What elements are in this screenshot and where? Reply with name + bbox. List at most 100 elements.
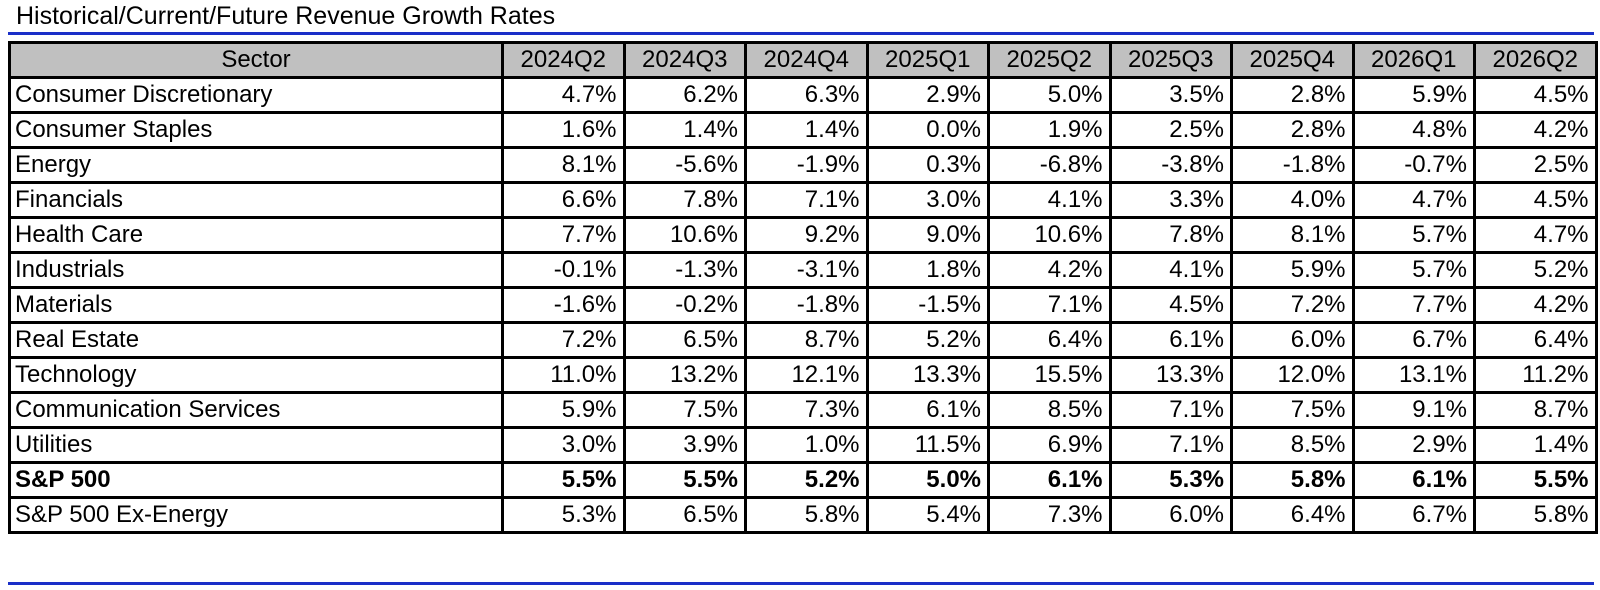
sector-cell: Industrials (8, 251, 504, 289)
table-row: Financials 6.6% 7.8% 7.1% 3.0% 4.1% 3.3% 4.0% 4.… (8, 181, 1598, 219)
value-cell: 4.2% (987, 251, 1112, 289)
revenue-growth-table: Sector 2024Q2 2024Q3 2024Q4 2025Q1 2025Q… (8, 41, 1598, 534)
value-cell: 8.7% (744, 321, 869, 359)
value-cell: 8.1% (501, 146, 626, 184)
column-header-quarter: 2025Q4 (1230, 41, 1355, 79)
value-cell: 5.0% (865, 461, 990, 499)
table-row: Communication Services 5.9% 7.5% 7.3% 6.1% 8.… (8, 391, 1598, 429)
value-cell: -3.8% (1108, 146, 1233, 184)
value-cell: 3.9% (622, 426, 747, 464)
value-cell: 5.3% (501, 496, 626, 534)
table-row: Industrials -0.1% -1.3% -3.1% 1.8% 4.2% 4.1% 5.… (8, 251, 1598, 289)
value-cell: 5.9% (1351, 76, 1476, 114)
value-cell: 9.0% (865, 216, 990, 254)
table-row: Utilities 3.0% 3.9% 1.0% 11.5% 6.9% 7.1% 8.5% 2.… (8, 426, 1598, 464)
table-row: S&P 500 5.5% 5.5% 5.2% 5.0% 6.1% 5.3% 5.8% 6.1% 5… (8, 461, 1598, 499)
value-cell: 7.2% (501, 321, 626, 359)
value-cell: 8.5% (987, 391, 1112, 429)
value-cell: 2.9% (1351, 426, 1476, 464)
value-cell: 3.3% (1108, 181, 1233, 219)
value-cell: 7.8% (1108, 216, 1233, 254)
value-cell: 6.4% (1230, 496, 1355, 534)
value-cell: 4.1% (987, 181, 1112, 219)
sector-cell: Financials (8, 181, 504, 219)
value-cell: -1.8% (744, 286, 869, 324)
sector-cell: Utilities (8, 426, 504, 464)
value-cell: -1.5% (865, 286, 990, 324)
value-cell: -1.3% (622, 251, 747, 289)
value-cell: 9.2% (744, 216, 869, 254)
header-row: Sector 2024Q2 2024Q3 2024Q4 2025Q1 2025Q… (8, 41, 1598, 79)
value-cell: 12.0% (1230, 356, 1355, 394)
sector-cell: Health Care (8, 216, 504, 254)
value-cell: 11.0% (501, 356, 626, 394)
sector-cell: S&P 500 (8, 461, 504, 499)
value-cell: 0.3% (865, 146, 990, 184)
value-cell: 7.7% (501, 216, 626, 254)
value-cell: 5.4% (865, 496, 990, 534)
sector-cell: S&P 500 Ex-Energy (8, 496, 504, 534)
value-cell: 2.8% (1230, 111, 1355, 149)
column-header-quarter: 2024Q2 (501, 41, 626, 79)
value-cell: 7.5% (622, 391, 747, 429)
value-cell: 7.1% (1108, 426, 1233, 464)
value-cell: -0.1% (501, 251, 626, 289)
value-cell: 10.6% (987, 216, 1112, 254)
value-cell: 7.1% (1108, 391, 1233, 429)
value-cell: 5.5% (1473, 461, 1598, 499)
value-cell: 1.0% (744, 426, 869, 464)
sector-cell: Consumer Discretionary (8, 76, 504, 114)
value-cell: 6.5% (622, 496, 747, 534)
value-cell: 4.2% (1473, 111, 1598, 149)
value-cell: 7.1% (987, 286, 1112, 324)
value-cell: 4.8% (1351, 111, 1476, 149)
column-header-quarter: 2026Q1 (1351, 41, 1476, 79)
value-cell: 7.3% (744, 391, 869, 429)
value-cell: 5.2% (1473, 251, 1598, 289)
column-header-quarter: 2025Q1 (865, 41, 990, 79)
value-cell: 6.7% (1351, 496, 1476, 534)
table-row: Consumer Discretionary 4.7% 6.2% 6.3% 2.9% 5.… (8, 76, 1598, 114)
value-cell: 13.3% (1108, 356, 1233, 394)
value-cell: 3.0% (865, 181, 990, 219)
value-cell: 5.9% (1230, 251, 1355, 289)
value-cell: 6.4% (987, 321, 1112, 359)
bottom-blue-rule (8, 582, 1594, 585)
value-cell: 5.3% (1108, 461, 1233, 499)
column-header-sector: Sector (8, 41, 504, 79)
value-cell: 5.8% (744, 496, 869, 534)
value-cell: 7.5% (1230, 391, 1355, 429)
value-cell: 6.1% (865, 391, 990, 429)
value-cell: 4.7% (501, 76, 626, 114)
value-cell: 1.9% (987, 111, 1112, 149)
value-cell: 9.1% (1351, 391, 1476, 429)
value-cell: 3.0% (501, 426, 626, 464)
value-cell: 11.2% (1473, 356, 1598, 394)
value-cell: 4.5% (1473, 181, 1598, 219)
value-cell: 0.0% (865, 111, 990, 149)
top-blue-rule (8, 32, 1594, 35)
value-cell: 5.8% (1473, 496, 1598, 534)
value-cell: 4.7% (1351, 181, 1476, 219)
table-row: Consumer Staples 1.6% 1.4% 1.4% 0.0% 1.9% 2.5%… (8, 111, 1598, 149)
value-cell: 1.6% (501, 111, 626, 149)
column-header-quarter: 2026Q2 (1473, 41, 1598, 79)
value-cell: 3.5% (1108, 76, 1233, 114)
column-header-quarter: 2024Q4 (744, 41, 869, 79)
value-cell: 5.9% (501, 391, 626, 429)
sector-cell: Communication Services (8, 391, 504, 429)
table-row: Materials -1.6% -0.2% -1.8% -1.5% 7.1% 4.5% 7.2… (8, 286, 1598, 324)
value-cell: 8.7% (1473, 391, 1598, 429)
value-cell: 8.1% (1230, 216, 1355, 254)
value-cell: 6.1% (1351, 461, 1476, 499)
value-cell: 6.5% (622, 321, 747, 359)
value-cell: 6.6% (501, 181, 626, 219)
value-cell: 6.1% (987, 461, 1112, 499)
value-cell: 13.3% (865, 356, 990, 394)
value-cell: 13.1% (1351, 356, 1476, 394)
value-cell: 8.5% (1230, 426, 1355, 464)
value-cell: 1.4% (1473, 426, 1598, 464)
value-cell: 6.2% (622, 76, 747, 114)
table-row: S&P 500 Ex-Energy 5.3% 6.5% 5.8% 5.4% 7.3% 6.0… (8, 496, 1598, 534)
value-cell: 5.7% (1351, 251, 1476, 289)
